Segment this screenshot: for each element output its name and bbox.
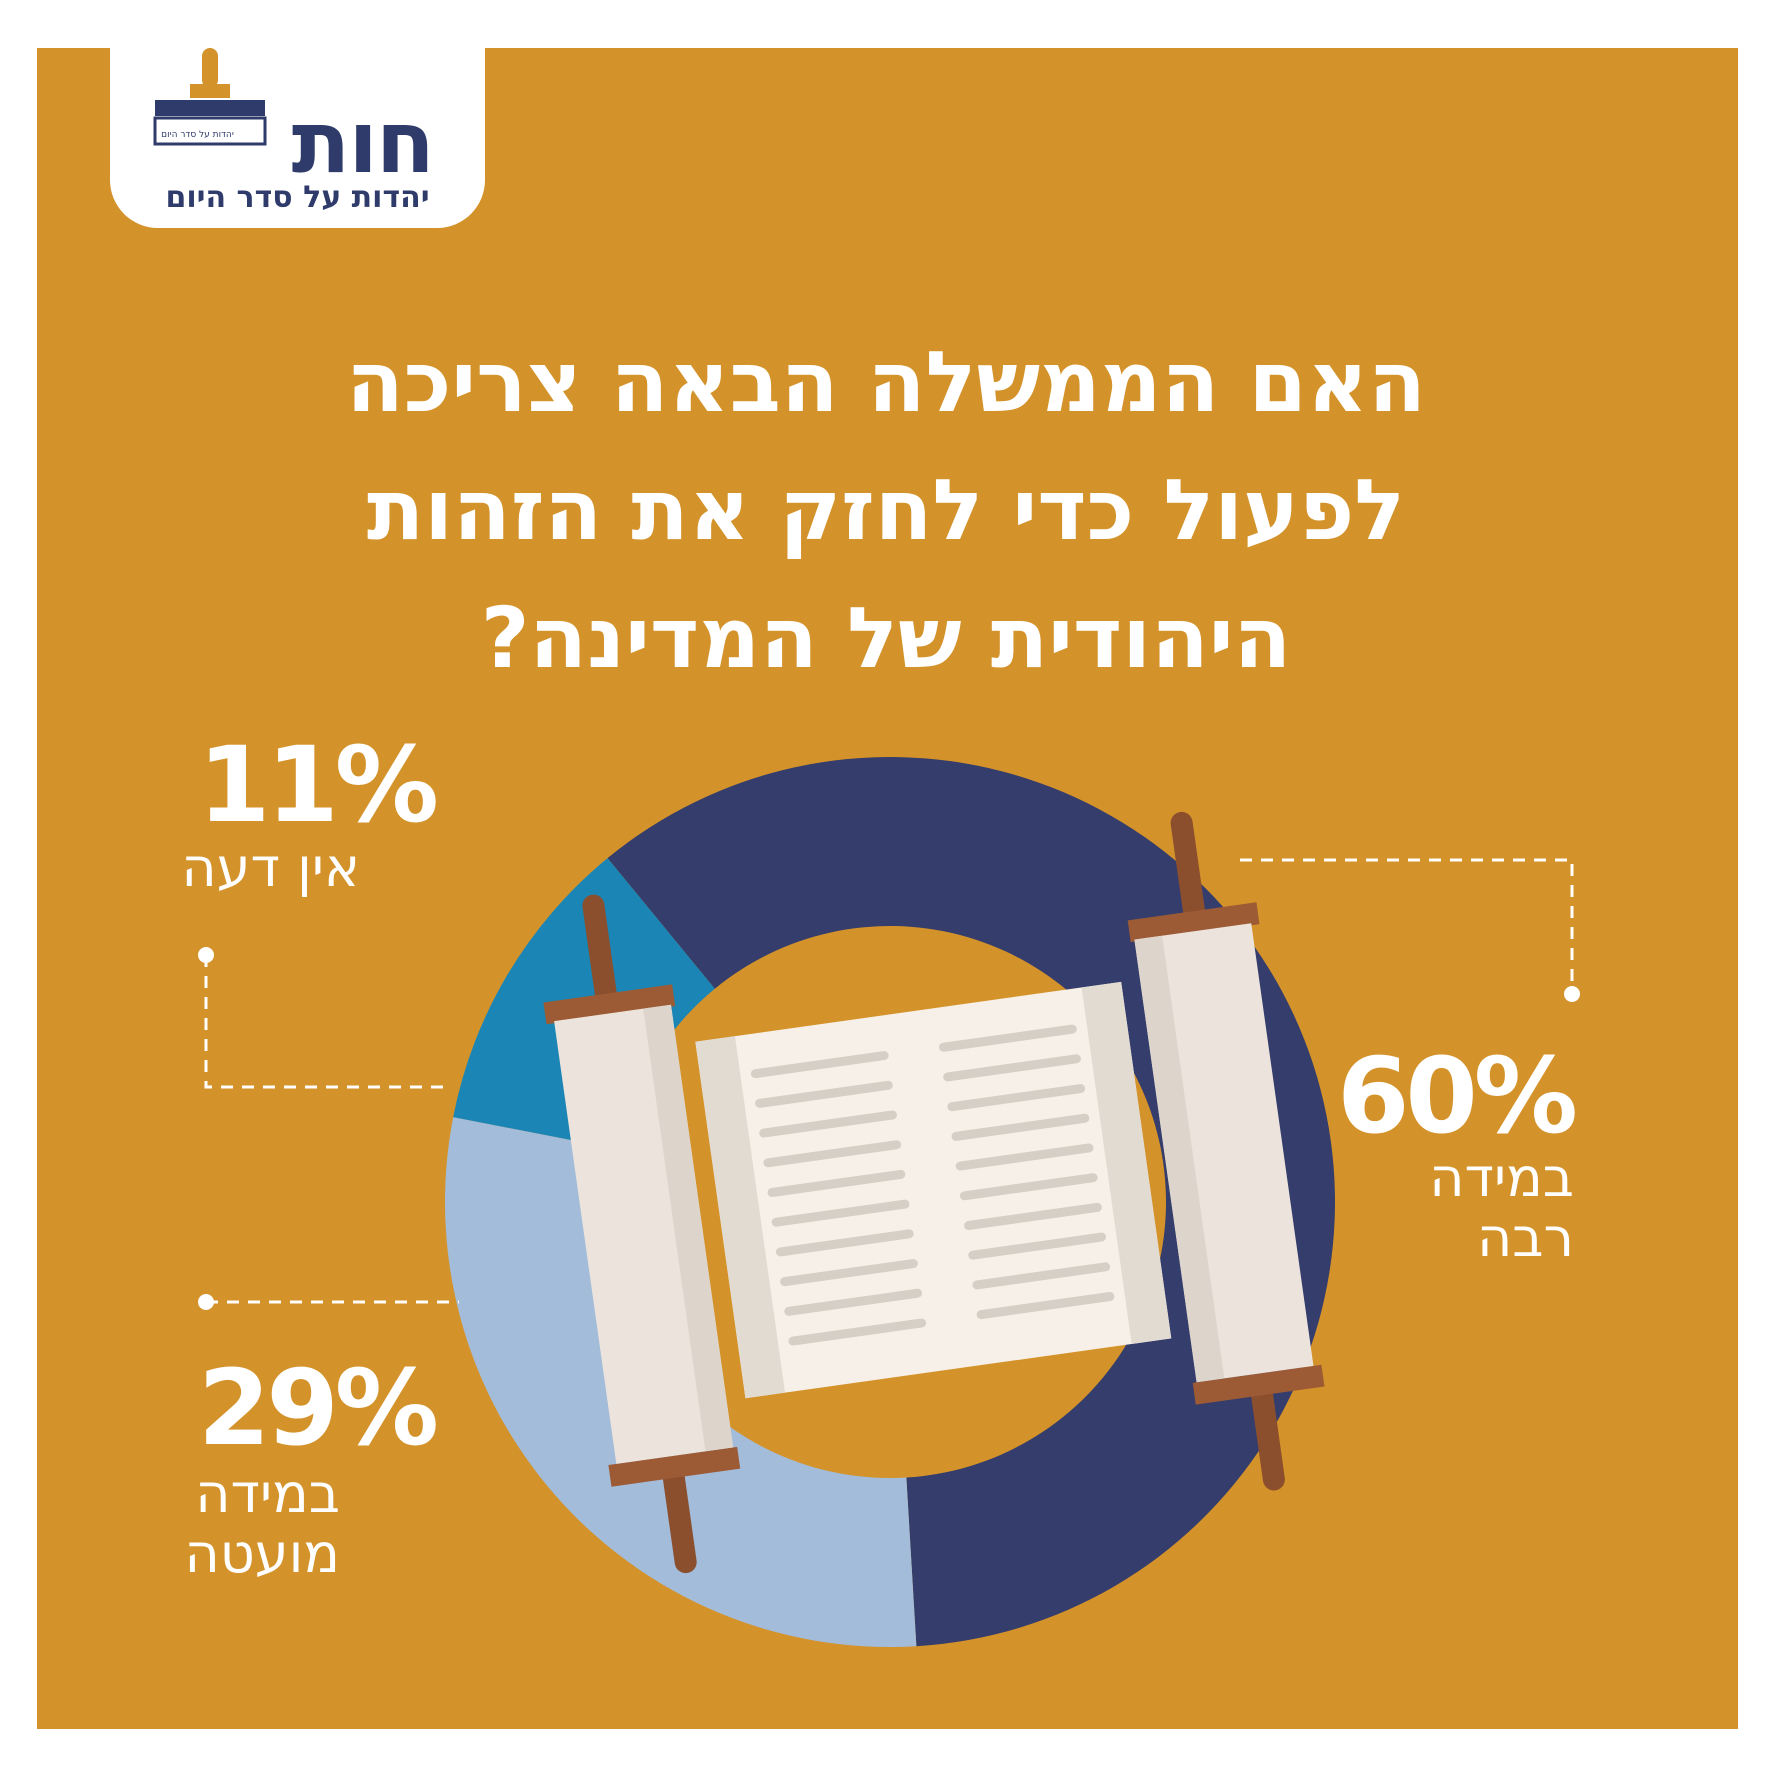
logo-tagline: יהדות על סדר היום	[165, 180, 430, 215]
stamp-text: יהדות על סדר היום	[161, 130, 234, 140]
category-label: אין דעה	[181, 836, 360, 899]
stamp-icon	[153, 48, 267, 146]
value-label: 60%	[1337, 1035, 1578, 1157]
logo: יהדות על סדר היום חות יהדות על סדר היום	[110, 48, 485, 228]
connectors	[198, 858, 1580, 1310]
value-label: 11%	[198, 724, 439, 846]
logo-name: חות	[291, 93, 435, 193]
category-label: במידה רבה	[1429, 1146, 1574, 1269]
torah-scroll	[543, 811, 1325, 1574]
category-label: במידה מועטה	[184, 1462, 341, 1585]
chart-title: האם הממשלה הבאה צריכה לפעול כדי לחזק את …	[346, 333, 1426, 687]
value-label: 29%	[198, 1347, 439, 1469]
